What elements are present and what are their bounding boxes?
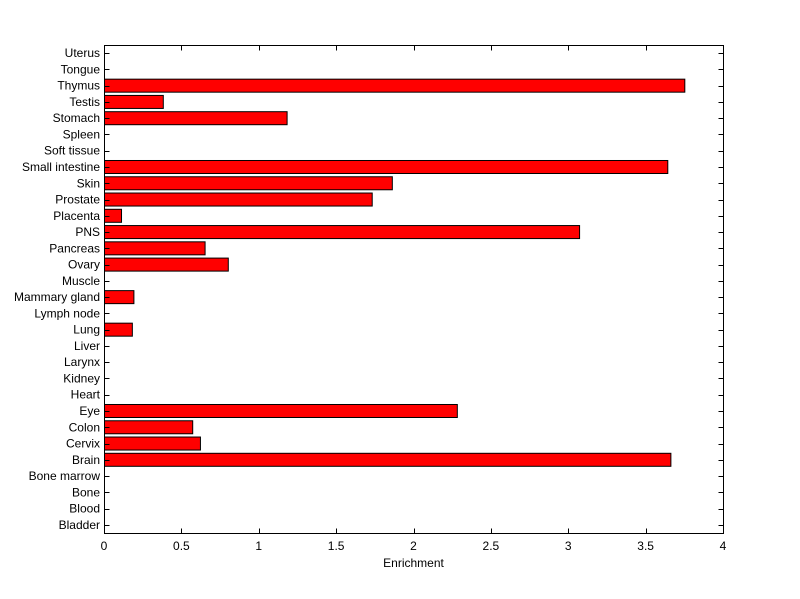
bar-stomach bbox=[104, 111, 288, 126]
bar-eye bbox=[104, 403, 458, 419]
bar-thymus bbox=[104, 78, 686, 93]
category-label-heart: Heart bbox=[71, 388, 101, 402]
ticks-group bbox=[104, 45, 724, 534]
bar-pancreas bbox=[104, 241, 206, 256]
category-label-bone: Bone bbox=[72, 485, 100, 499]
category-label-tongue: Tongue bbox=[61, 62, 101, 76]
category-label-skin: Skin bbox=[77, 176, 100, 190]
category-label-kidney: Kidney bbox=[63, 371, 100, 385]
x-tick-label-2: 1 bbox=[255, 539, 262, 553]
x-tick-label-6: 3 bbox=[565, 539, 572, 553]
bar-testis bbox=[104, 94, 164, 109]
x-tick-labels: 0 0.5 1 1.5 2 2.5 3 3.5 4 bbox=[101, 539, 727, 553]
category-label-lymph-node: Lymph node bbox=[34, 306, 100, 320]
bar-ovary bbox=[104, 257, 229, 272]
bar-small-intestine bbox=[104, 159, 669, 175]
x-tick-label-5: 2.5 bbox=[483, 539, 500, 553]
category-label-bladder: Bladder bbox=[59, 518, 100, 532]
bars-group bbox=[104, 78, 686, 467]
category-label-uterus: Uterus bbox=[65, 46, 100, 60]
x-axis-label: Enrichment bbox=[383, 556, 444, 570]
bar-colon bbox=[104, 420, 194, 435]
x-tick-label-7: 3.5 bbox=[637, 539, 654, 553]
bar-lung bbox=[104, 322, 133, 337]
x-tick-label-4: 2 bbox=[410, 539, 417, 553]
bar-placenta bbox=[104, 208, 123, 223]
x-tick-label-0: 0 bbox=[101, 539, 108, 553]
category-label-liver: Liver bbox=[74, 339, 100, 353]
x-tick-label-1: 0.5 bbox=[173, 539, 190, 553]
category-label-soft-tissue: Soft tissue bbox=[44, 144, 100, 158]
category-label-bone-marrow: Bone marrow bbox=[29, 469, 101, 483]
bar-brain bbox=[104, 452, 672, 467]
category-label-mammary-gland: Mammary gland bbox=[14, 290, 100, 304]
category-label-stomach: Stomach bbox=[53, 111, 100, 125]
category-label-placenta: Placenta bbox=[53, 209, 100, 223]
category-label-thymus: Thymus bbox=[57, 79, 100, 93]
category-label-ovary: Ovary bbox=[68, 258, 100, 272]
category-label-small-intestine: Small intestine bbox=[22, 160, 100, 174]
category-label-larynx: Larynx bbox=[64, 355, 100, 369]
category-label-blood: Blood bbox=[69, 502, 100, 516]
category-label-pns: PNS bbox=[75, 225, 100, 239]
category-label-colon: Colon bbox=[69, 420, 100, 434]
category-label-pancreas: Pancreas bbox=[49, 241, 100, 255]
bar-skin bbox=[104, 176, 393, 191]
category-label-lung: Lung bbox=[73, 323, 100, 337]
category-labels: Bladder Blood Bone Bone marrow Brain Cervix Co… bbox=[14, 46, 101, 532]
category-label-spleen: Spleen bbox=[63, 127, 100, 141]
x-tick-label-3: 1.5 bbox=[328, 539, 345, 553]
plot-frame bbox=[104, 45, 724, 534]
bar-cervix bbox=[104, 436, 201, 451]
bar-prostate bbox=[104, 192, 373, 207]
bar-pns bbox=[104, 225, 581, 240]
category-label-brain: Brain bbox=[72, 453, 100, 467]
category-label-eye: Eye bbox=[79, 404, 100, 418]
category-label-prostate: Prostate bbox=[55, 193, 100, 207]
category-label-muscle: Muscle bbox=[62, 274, 100, 288]
category-label-cervix: Cervix bbox=[66, 437, 100, 451]
x-tick-label-8: 4 bbox=[720, 539, 727, 553]
category-label-testis: Testis bbox=[69, 95, 100, 109]
